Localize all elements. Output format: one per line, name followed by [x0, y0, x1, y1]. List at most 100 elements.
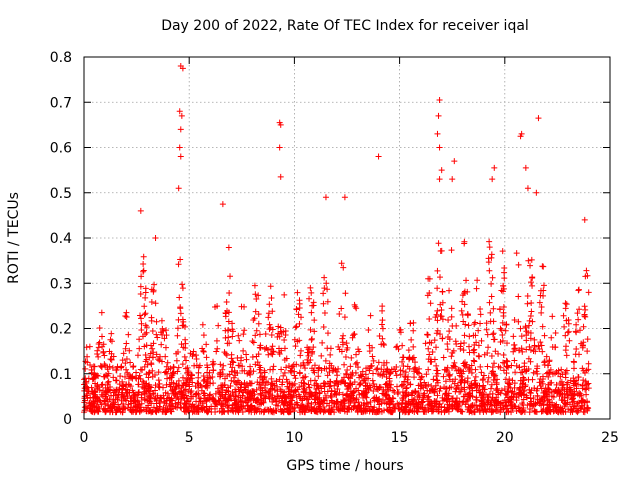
data-point [179, 281, 186, 288]
data-point [429, 387, 436, 394]
data-point [304, 356, 311, 363]
data-point [204, 364, 211, 371]
data-point [319, 339, 326, 346]
data-point [423, 371, 430, 378]
data-point [155, 377, 162, 384]
data-point [214, 345, 221, 352]
data-point [471, 377, 478, 384]
data-point [179, 374, 186, 381]
data-point [438, 307, 445, 314]
data-point [541, 359, 548, 366]
data-point [311, 317, 318, 324]
data-point [252, 308, 259, 315]
data-point [339, 339, 346, 346]
data-point [87, 362, 94, 369]
data-point [224, 340, 231, 347]
data-point [497, 364, 504, 371]
data-point [252, 291, 259, 298]
data-point [176, 294, 183, 301]
data-point [248, 402, 255, 409]
data-point [154, 392, 161, 399]
data-point [497, 325, 504, 332]
data-point [579, 385, 586, 392]
data-point [527, 335, 534, 342]
data-point [222, 350, 229, 357]
data-point [394, 400, 401, 407]
data-point [579, 365, 586, 372]
data-point [562, 374, 569, 381]
data-point [498, 406, 505, 413]
data-point [433, 362, 440, 369]
data-point [175, 364, 182, 371]
data-point [399, 342, 406, 349]
data-point [121, 393, 128, 400]
data-point [444, 340, 451, 347]
data-point [292, 324, 299, 331]
data-point [570, 375, 577, 382]
data-point [296, 297, 303, 304]
data-point [220, 362, 227, 369]
data-point [239, 363, 246, 370]
data-point [520, 396, 527, 403]
data-point [380, 362, 387, 369]
data-point [570, 365, 577, 372]
data-point [357, 380, 364, 387]
data-point [397, 329, 404, 336]
data-point [104, 366, 111, 373]
data-point [448, 395, 455, 402]
data-point [224, 407, 231, 414]
data-point [95, 344, 102, 351]
data-point [177, 305, 184, 312]
data-point [147, 388, 154, 395]
data-point [566, 337, 573, 344]
data-point [324, 298, 331, 305]
data-point [156, 380, 163, 387]
data-point [580, 323, 587, 330]
data-point [515, 293, 522, 300]
data-point [121, 373, 128, 380]
data-point [293, 323, 300, 330]
data-point [525, 376, 532, 383]
data-point [256, 381, 263, 388]
data-point [450, 362, 457, 369]
data-point [285, 393, 292, 400]
data-point [255, 292, 262, 299]
data-point [390, 401, 397, 408]
data-point [397, 367, 404, 374]
data-point [503, 321, 510, 328]
data-point [127, 404, 134, 411]
data-point [535, 343, 542, 350]
data-point [490, 330, 497, 337]
data-point [484, 401, 491, 408]
data-point [107, 336, 114, 343]
data-point [466, 349, 473, 356]
data-point [519, 348, 526, 355]
data-point [123, 313, 130, 320]
data-point [511, 345, 518, 352]
data-point [291, 380, 298, 387]
data-point [552, 344, 559, 351]
data-point [562, 369, 569, 376]
data-point [148, 317, 155, 324]
data-point [133, 369, 140, 376]
data-point [261, 367, 268, 374]
data-point [395, 401, 402, 408]
data-point [124, 386, 131, 393]
data-point [571, 359, 578, 366]
data-point [523, 337, 530, 344]
data-point [82, 365, 89, 372]
data-point [177, 388, 184, 395]
data-point [416, 370, 423, 377]
data-point [369, 353, 376, 360]
data-point [155, 369, 162, 376]
data-point [513, 397, 520, 404]
data-point [150, 354, 157, 361]
data-point [147, 342, 154, 349]
data-point [465, 322, 472, 329]
data-point [226, 393, 233, 400]
data-point [280, 372, 287, 379]
data-point [376, 385, 383, 392]
y-tick-label: 0 [63, 412, 72, 428]
data-point [186, 383, 193, 390]
data-point [89, 376, 96, 383]
